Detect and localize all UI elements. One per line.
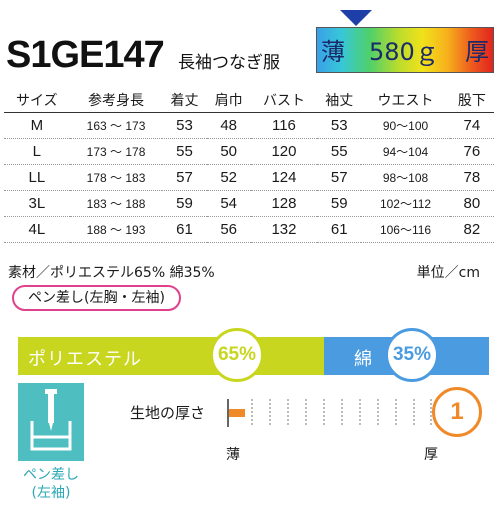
cell-size: 3L [28,195,46,212]
table-row: L 173 ～ 178 55 50 120 55 94～104 76 [4,139,494,165]
cell-height: 178 ～ 183 [86,171,146,185]
table-row: 3L 183 ～ 188 59 54 128 59 102～112 80 [4,191,494,217]
col-height: 参考身長 [69,88,163,113]
product-name: 長袖つなぎ服 [178,53,280,73]
cell-length: 55 [176,143,193,160]
material-text: 素材／ポリエステル65% 綿35% [8,265,215,281]
model-number: S1GE147 [6,34,165,76]
gauge-pointer-icon [340,10,372,26]
col-inseam: 股下 [449,88,494,113]
thickness-title: 生地の厚さ [130,404,206,422]
cell-waist: 102～112 [379,197,432,211]
cell-waist: 98～108 [382,171,429,185]
size-table-header: サイズ 参考身長 着丈 肩巾 バスト 袖丈 ウエスト 股下 [4,88,494,113]
cell-sleeve: 57 [330,169,348,186]
gauge-weight-label: 580ｇ [369,38,439,66]
table-row: M 163 ～ 173 53 48 116 53 90～100 74 [4,113,494,139]
gauge-thin-label: 薄 [321,38,345,66]
cell-height: 188 ～ 193 [86,223,146,237]
cell-shoulder: 54 [220,195,238,212]
thickness-thin-label: 薄 [226,447,240,463]
cell-length: 59 [176,195,193,212]
cell-sleeve: 61 [330,221,348,238]
cell-bust: 132 [271,221,297,238]
fabric-weight-gauge: 薄 580ｇ 厚 [316,27,494,73]
table-row: LL 178 ～ 183 57 52 124 57 98～108 78 [4,165,494,191]
cell-size: 4L [28,221,46,238]
col-shoulder: 肩巾 [206,88,251,113]
cotton-percent: 35% [385,328,439,382]
cell-height: 173 ～ 178 [86,145,146,159]
col-size: サイズ [4,88,70,113]
cell-shoulder: 52 [220,169,238,186]
pen-holder-label-line1: ペン差し [23,467,79,483]
cell-shoulder: 48 [220,117,238,134]
col-length: 着丈 [162,88,207,113]
cell-size: LL [28,169,46,186]
pen-pocket-badge: ペン差し(左胸・左袖) [12,285,181,311]
thickness-thick-label: 厚 [424,447,438,463]
cell-inseam: 74 [463,117,481,134]
pen-holder-label-line2: (左袖) [31,485,71,501]
cell-bust: 116 [271,117,296,134]
cell-shoulder: 50 [220,143,238,160]
cell-bust: 124 [271,169,297,186]
unit-text: 単位／cm [416,265,480,281]
col-waist: ウエスト [361,88,450,113]
cell-inseam: 82 [463,221,481,238]
cell-inseam: 76 [463,143,481,160]
cell-waist: 106～116 [379,223,432,237]
thickness-level: 1 [432,387,482,437]
cell-inseam: 80 [463,195,481,212]
cell-height: 183 ～ 188 [86,197,146,211]
pen-holder-icon [18,383,84,461]
cell-length: 57 [176,169,193,186]
cell-waist: 94～104 [382,145,429,159]
cell-length: 61 [176,221,193,238]
cell-sleeve: 53 [330,117,348,134]
thickness-scale [227,399,432,427]
col-bust: バスト [250,88,318,113]
cell-length: 53 [176,117,193,134]
cell-sleeve: 55 [330,143,348,160]
cell-bust: 128 [271,195,297,212]
polyester-percent: 65% [210,328,264,382]
cell-inseam: 78 [463,169,481,186]
table-row: 4L 188 ～ 193 61 56 132 61 106～116 82 [4,217,494,243]
cell-size: L [32,143,41,160]
cell-size: M [30,117,44,134]
cell-shoulder: 56 [220,221,238,238]
pen-holder-label: ペン差し (左袖) [18,466,84,502]
size-table: サイズ 参考身長 着丈 肩巾 バスト 袖丈 ウエスト 股下 M 163 ～ 17… [4,88,494,243]
polyester-label: ポリエステル [28,349,142,370]
cell-waist: 90～100 [382,119,429,133]
cell-height: 163 ～ 173 [86,119,146,133]
cotton-label: 綿 [354,349,373,370]
polyester-bar: ポリエステル [18,337,324,375]
cell-sleeve: 59 [330,195,348,212]
cell-bust: 120 [271,143,297,160]
gauge-thick-label: 厚 [465,38,489,66]
col-sleeve: 袖丈 [317,88,362,113]
